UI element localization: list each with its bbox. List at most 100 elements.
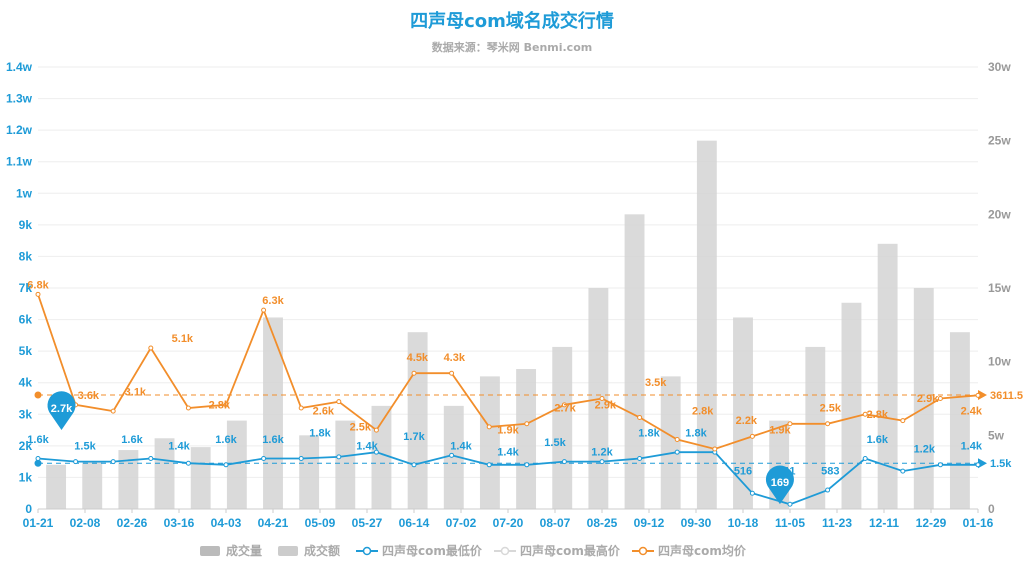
series-point <box>975 462 981 468</box>
series-point <box>298 405 304 411</box>
series-point <box>749 490 755 496</box>
data-label: 1.4k <box>961 440 983 452</box>
legend-label: 四声母com均价 <box>658 543 747 558</box>
marker-label: 169 <box>771 477 789 489</box>
chart-title: 四声母com域名成交行情 <box>410 10 614 32</box>
data-label: 1.4k <box>450 440 472 452</box>
series-point <box>73 459 79 465</box>
bar <box>660 376 681 509</box>
x-tick-label: 11-23 <box>822 516 852 530</box>
reference-start-dot <box>34 391 42 399</box>
marker-pin <box>765 465 794 505</box>
data-label: 1.2k <box>914 443 936 455</box>
y-left-tick-label: 1.1w <box>6 155 33 169</box>
x-tick-label: 06-14 <box>399 516 430 530</box>
series-point <box>411 462 417 468</box>
bar <box>516 369 537 509</box>
data-label: 2.5k <box>350 421 372 433</box>
series-point <box>148 345 154 351</box>
data-label: 1.7k <box>403 431 425 443</box>
series-point <box>561 402 567 408</box>
bar <box>443 405 464 509</box>
data-label: 2.8k <box>209 399 231 411</box>
legend-swatch <box>278 546 298 556</box>
x-tick-label: 10-18 <box>728 516 759 530</box>
y-left-tick-label: 4k <box>19 376 33 390</box>
data-label: 3.6k <box>78 390 100 402</box>
line-layer <box>35 291 981 507</box>
bar <box>805 346 826 509</box>
bar <box>696 140 717 509</box>
series-point <box>449 452 455 458</box>
y-right-tick-label: 30w <box>988 60 1011 74</box>
series-point <box>373 449 379 455</box>
data-label: 1.6k <box>262 434 284 446</box>
series-point <box>524 421 530 427</box>
x-tick-label: 01-16 <box>963 516 994 530</box>
series-point <box>524 462 530 468</box>
reference-label: 3611.5 <box>990 390 1023 402</box>
annotation-layer: 6.8k 3.6k 3.1k 5.1k 2.8k 6.3k 2.6k 2.5k 4.5k 4.3k… <box>27 279 983 505</box>
bar <box>733 317 753 509</box>
bar <box>841 302 862 509</box>
data-label: 2.2k <box>736 415 758 427</box>
marker-label: 2.7k <box>51 403 73 415</box>
data-label: 1.6k <box>867 434 889 446</box>
x-tick-label: 07-02 <box>446 516 477 530</box>
legend-label: 四声母com最高价 <box>520 543 621 558</box>
grid-layer <box>38 66 978 510</box>
y-left-tick-label: 1.4w <box>6 60 33 74</box>
data-label: 1.9k <box>769 425 791 437</box>
x-tick-label: 07-20 <box>493 516 524 530</box>
data-label: 516 <box>734 466 752 478</box>
bar-layer <box>46 140 970 510</box>
y-left-tick-label: 9k <box>19 218 33 232</box>
y-left-tick-label: 7k <box>19 281 33 295</box>
series-point <box>148 455 154 461</box>
y-right-tick-label: 15w <box>988 281 1011 295</box>
x-tick-label: 12-11 <box>869 516 899 530</box>
legend-dot <box>638 546 648 556</box>
legend-label: 成交额 <box>304 543 340 558</box>
series-point <box>110 459 116 465</box>
legend-dot <box>500 546 510 556</box>
bar <box>877 243 898 510</box>
x-tick-label: 01-21 <box>23 516 54 530</box>
bar <box>154 438 175 509</box>
data-label: 1.4k <box>356 440 378 452</box>
data-label: 5.1k <box>172 333 194 345</box>
data-label: 1.2k <box>591 447 613 459</box>
legend-dot <box>362 546 372 556</box>
x-tick-label: 08-07 <box>540 516 571 530</box>
series-point <box>298 455 304 461</box>
data-label: 1.5k <box>544 437 566 449</box>
series-point <box>261 307 267 313</box>
series-point <box>937 396 943 401</box>
y-left-tick-label: 1k <box>19 470 33 484</box>
series-point <box>637 455 643 461</box>
series-point <box>749 433 755 439</box>
series-point <box>223 462 229 468</box>
series-point <box>449 370 455 376</box>
data-label: 3.1k <box>125 387 147 399</box>
series-line <box>37 451 978 506</box>
data-label: 3.5k <box>645 377 667 389</box>
bar <box>552 346 573 509</box>
chart-subtitle: 数据来源：琴米网 Benmi.com <box>432 40 592 54</box>
bar <box>913 288 934 509</box>
x-tick-label: 04-21 <box>258 516 289 530</box>
data-label: 2.8k <box>867 409 889 421</box>
data-label: 1.6k <box>215 434 237 446</box>
bar <box>82 461 103 509</box>
y-left-tick-label: 1w <box>16 186 33 200</box>
series-point <box>787 421 793 427</box>
series-point <box>787 501 793 507</box>
series-line <box>37 294 979 450</box>
series-point <box>674 449 680 455</box>
series-point <box>975 392 981 398</box>
series-point <box>599 396 605 401</box>
series-point <box>637 414 643 420</box>
reference-arrow <box>978 389 987 400</box>
data-label: 2.6k <box>313 406 335 418</box>
